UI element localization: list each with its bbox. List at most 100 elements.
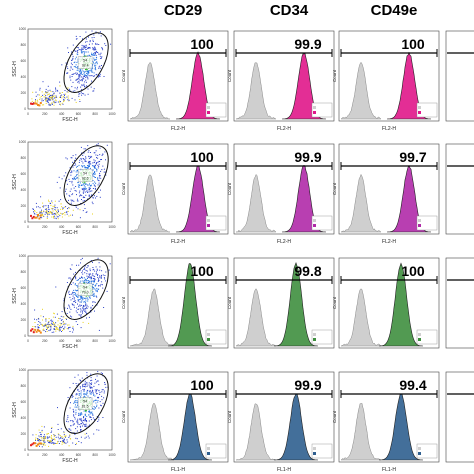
scatter-point — [37, 329, 39, 332]
scatter-point — [55, 213, 57, 215]
scatter-point — [104, 278, 106, 280]
scatter-point — [48, 199, 49, 201]
scatter-point — [35, 434, 37, 436]
scatter-point — [71, 64, 73, 66]
scatter-point — [83, 389, 85, 391]
percent-label: 99.7 — [399, 149, 426, 165]
legend-box — [311, 215, 333, 231]
scatter-point — [88, 165, 90, 167]
scatter-point — [52, 442, 54, 444]
scatter-point — [88, 274, 90, 276]
scatter-point — [79, 73, 81, 74]
scatter-point — [84, 94, 86, 96]
scatter-point — [96, 43, 98, 45]
scatter-point — [32, 330, 34, 332]
scatter-point — [51, 430, 53, 432]
scatter-point — [74, 289, 76, 291]
scatter-point — [79, 71, 80, 73]
scatter-point — [101, 399, 103, 401]
scatter-point — [79, 425, 81, 427]
scatter-point — [90, 276, 92, 278]
scatter-point — [97, 257, 99, 259]
legend-swatch — [418, 219, 421, 222]
scatter-point — [76, 170, 78, 171]
scatter-point — [63, 320, 64, 322]
scatter-point — [79, 49, 81, 51]
scatter-point — [76, 61, 78, 63]
scatter-point — [93, 57, 95, 59]
scatter-point — [50, 439, 52, 441]
histogram-frame — [445, 371, 474, 463]
scatter-point — [49, 441, 51, 443]
scatter-point — [85, 300, 87, 302]
scatter-point — [77, 309, 79, 310]
scatter-point — [77, 54, 79, 56]
scatter-point — [87, 377, 89, 379]
scatter-point — [53, 213, 55, 215]
scatter-point — [83, 188, 85, 190]
scatter-point — [59, 96, 61, 98]
scatter-point — [78, 82, 80, 84]
scatter-point — [83, 282, 85, 284]
scatter-point — [101, 169, 103, 171]
legend-swatch — [418, 224, 421, 227]
scatter-point — [95, 69, 97, 71]
scatter-point — [81, 423, 82, 425]
scatter-point — [40, 216, 41, 218]
scatter-point — [61, 178, 63, 180]
scatter-point — [76, 438, 78, 440]
scatter-point — [45, 211, 47, 213]
scatter-point — [96, 273, 98, 275]
scatter-point — [63, 442, 65, 444]
scatter-point — [70, 429, 72, 431]
scatter-point — [77, 50, 79, 51]
scatter-x-tick: 0 — [27, 225, 29, 229]
scatter-point — [80, 51, 82, 53]
scatter-point — [45, 100, 47, 102]
scatter-y-tick: 0 — [24, 334, 26, 338]
scatter-point — [80, 442, 82, 444]
scatter-point — [75, 35, 77, 37]
scatter-point — [72, 81, 74, 83]
scatter-point — [99, 393, 101, 395]
scatter-point — [47, 102, 49, 104]
scatter-point — [62, 103, 64, 105]
scatter-point — [82, 192, 84, 194]
scatter-point — [97, 161, 99, 163]
scatter-point — [56, 96, 58, 98]
scatter-point — [38, 330, 41, 332]
scatter-point — [75, 428, 77, 430]
scatter-point — [75, 171, 77, 173]
scatter-point — [109, 263, 111, 265]
scatter-point — [79, 386, 81, 388]
legend-swatch — [207, 333, 210, 336]
scatter-point — [96, 289, 98, 291]
scatter-point — [85, 167, 87, 168]
scatter-point — [58, 214, 60, 216]
scatter-point — [89, 390, 91, 392]
scatter-point — [61, 319, 63, 321]
scatter-point — [48, 94, 50, 95]
scatter-point — [98, 396, 99, 398]
scatter-point — [87, 295, 89, 297]
scatter-point — [42, 205, 43, 207]
scatter-point — [72, 421, 74, 423]
legend-swatch — [207, 452, 210, 455]
scatter-point — [55, 327, 57, 328]
scatter-x-label: FSC-H — [62, 344, 78, 350]
scatter-point — [82, 210, 84, 212]
scatter-point — [72, 44, 74, 46]
scatter-point — [96, 380, 98, 382]
legend-box — [311, 329, 333, 345]
scatter-point — [93, 90, 95, 92]
scatter-point — [51, 98, 53, 100]
scatter-point — [74, 284, 76, 286]
scatter-point — [73, 66, 75, 68]
scatter-x-tick: 400 — [59, 453, 65, 457]
scatter-point — [35, 100, 37, 102]
scatter-point — [75, 79, 77, 81]
scatter-point — [92, 203, 94, 205]
scatter-point — [50, 325, 52, 327]
scatter-point — [55, 90, 57, 92]
